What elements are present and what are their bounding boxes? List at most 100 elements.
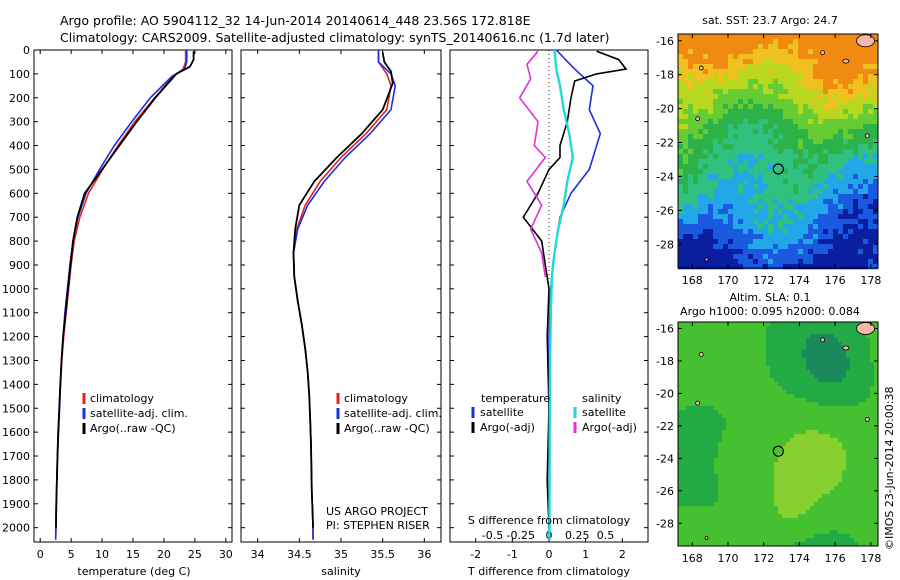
heatmap-cell bbox=[808, 89, 814, 95]
heatmap-cell bbox=[833, 54, 839, 60]
heatmap-cell bbox=[868, 254, 874, 260]
heatmap-cell bbox=[862, 342, 867, 347]
heatmap-cell bbox=[838, 350, 843, 355]
heatmap-cell bbox=[794, 518, 799, 523]
heatmap-cell bbox=[862, 382, 867, 387]
heatmap-cell bbox=[850, 514, 855, 519]
heatmap-cell bbox=[722, 530, 727, 535]
x-tick-label: 35 bbox=[334, 548, 348, 561]
heatmap-cell bbox=[698, 59, 704, 65]
heatmap-cell bbox=[718, 414, 723, 419]
heatmap-cell bbox=[770, 478, 775, 483]
heatmap-cell bbox=[742, 374, 747, 379]
heatmap-cell bbox=[766, 470, 771, 475]
heatmap-cell bbox=[810, 414, 815, 419]
heatmap-cell bbox=[694, 418, 699, 423]
heatmap-cell bbox=[742, 486, 747, 491]
heatmap-cell bbox=[678, 370, 683, 375]
heatmap-cell bbox=[858, 526, 863, 531]
heatmap-cell bbox=[748, 214, 754, 220]
heatmap-cell bbox=[746, 542, 751, 547]
heatmap-cell bbox=[826, 458, 831, 463]
heatmap-cell bbox=[746, 442, 751, 447]
heatmap-cell bbox=[858, 438, 863, 443]
heatmap-cell bbox=[766, 378, 771, 383]
heatmap-cell bbox=[818, 209, 824, 215]
heatmap-cell bbox=[830, 326, 835, 331]
temperature-profile-panel: 0100200300400500600700800900100011001200… bbox=[2, 44, 233, 578]
heatmap-cell bbox=[810, 506, 815, 511]
heatmap-cell bbox=[870, 450, 875, 455]
heatmap-cell bbox=[834, 362, 839, 367]
heatmap-cell bbox=[678, 526, 683, 531]
heatmap-cell bbox=[798, 234, 804, 240]
heatmap-cell bbox=[748, 184, 754, 190]
heatmap-cell bbox=[790, 406, 795, 411]
heatmap-cell bbox=[730, 362, 735, 367]
heatmap-cell bbox=[734, 358, 739, 363]
heatmap-cell bbox=[858, 354, 863, 359]
heatmap-cell bbox=[734, 482, 739, 487]
heatmap-cell bbox=[808, 169, 814, 175]
heatmap-cell bbox=[754, 326, 759, 331]
heatmap-cell bbox=[738, 490, 743, 495]
depth-tick-label: 600 bbox=[9, 187, 30, 200]
heatmap-cell bbox=[830, 470, 835, 475]
heatmap-cell bbox=[722, 386, 727, 391]
top-tick-label: 0.25 bbox=[565, 529, 590, 542]
heatmap-cell bbox=[754, 466, 759, 471]
heatmap-cell bbox=[766, 438, 771, 443]
heatmap-cell bbox=[854, 490, 859, 495]
heatmap-cell bbox=[830, 494, 835, 499]
heatmap-cell bbox=[863, 164, 869, 170]
heatmap-cell bbox=[706, 426, 711, 431]
heatmap-cell bbox=[754, 418, 759, 423]
heatmap-cell bbox=[738, 239, 744, 245]
heatmap-cell bbox=[746, 450, 751, 455]
heatmap-cell bbox=[773, 84, 779, 90]
heatmap-cell bbox=[758, 54, 764, 60]
heatmap-cell bbox=[750, 378, 755, 383]
heatmap-cell bbox=[850, 490, 855, 495]
heatmap-cell bbox=[718, 402, 723, 407]
heatmap-cell bbox=[850, 326, 855, 331]
heatmap-cell bbox=[703, 169, 709, 175]
heatmap-cell bbox=[793, 244, 799, 250]
heatmap-cell bbox=[718, 322, 723, 327]
heatmap-cell bbox=[774, 322, 779, 327]
heatmap-cell bbox=[768, 194, 774, 200]
heatmap-cell bbox=[828, 174, 834, 180]
heatmap-cell bbox=[682, 374, 687, 379]
heatmap-cell bbox=[858, 79, 864, 85]
heatmap-cell bbox=[754, 510, 759, 515]
heatmap-cell bbox=[848, 49, 854, 55]
heatmap-cell bbox=[734, 474, 739, 479]
heatmap-cell bbox=[868, 184, 874, 190]
heatmap-cell bbox=[818, 502, 823, 507]
heatmap-cell bbox=[766, 498, 771, 503]
heatmap-cell bbox=[762, 474, 767, 479]
heatmap-cell bbox=[813, 104, 819, 110]
heatmap-cell bbox=[786, 354, 791, 359]
heatmap-cell bbox=[813, 229, 819, 235]
heatmap-cell bbox=[853, 99, 859, 105]
heatmap-cell bbox=[818, 139, 824, 145]
heatmap-cell bbox=[846, 426, 851, 431]
heatmap-cell bbox=[743, 169, 749, 175]
heatmap-cell bbox=[708, 164, 714, 170]
heatmap-cell bbox=[762, 526, 767, 531]
heatmap-cell bbox=[874, 490, 879, 495]
heatmap-cell bbox=[813, 214, 819, 220]
heatmap-cell bbox=[770, 358, 775, 363]
heatmap-cell bbox=[750, 498, 755, 503]
heatmap-cell bbox=[774, 338, 779, 343]
heatmap-cell bbox=[813, 94, 819, 100]
heatmap-cell bbox=[863, 189, 869, 195]
heatmap-cell bbox=[858, 99, 864, 105]
heatmap-cell bbox=[810, 406, 815, 411]
x-tick-label: 34.5 bbox=[287, 548, 312, 561]
heatmap-cell bbox=[862, 490, 867, 495]
heatmap-cell bbox=[783, 254, 789, 260]
heatmap-cell bbox=[786, 470, 791, 475]
heatmap-cell bbox=[734, 350, 739, 355]
